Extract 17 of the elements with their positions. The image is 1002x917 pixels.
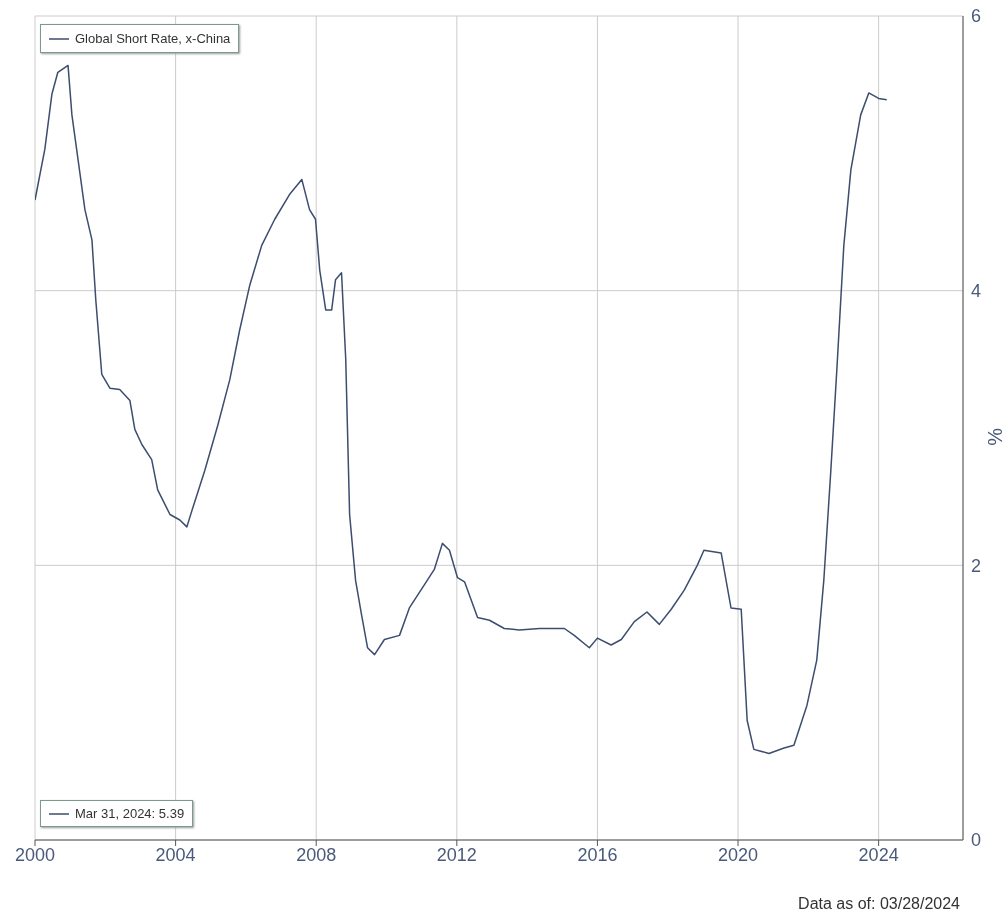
text: Data as of: 03/28/2024 <box>798 895 960 913</box>
x-tick-label: 2020 <box>718 844 759 865</box>
x-tick-label: 2008 <box>296 844 337 865</box>
line-series <box>35 64 888 755</box>
legend-label: Global Short Rate, x-China <box>75 31 231 46</box>
y-tick-label: 2 <box>971 555 982 576</box>
x-tick-label: 2016 <box>577 844 618 865</box>
callout-box: Mar 31, 2024: 5.39 <box>40 800 194 827</box>
x-tick-label: 2000 <box>14 844 56 865</box>
y-axis-title: % <box>984 427 1002 446</box>
x-tick-label: 2012 <box>436 844 477 865</box>
x-tick-label: 2004 <box>155 844 196 865</box>
annotation: Mar 31, 2024: 5.39 <box>75 806 185 821</box>
y-tick-label: 0 <box>971 830 982 851</box>
y-tick-label: 4 <box>971 281 982 302</box>
x-tick-label: 2024 <box>858 844 899 865</box>
y-tick-label: 6 <box>971 6 982 27</box>
